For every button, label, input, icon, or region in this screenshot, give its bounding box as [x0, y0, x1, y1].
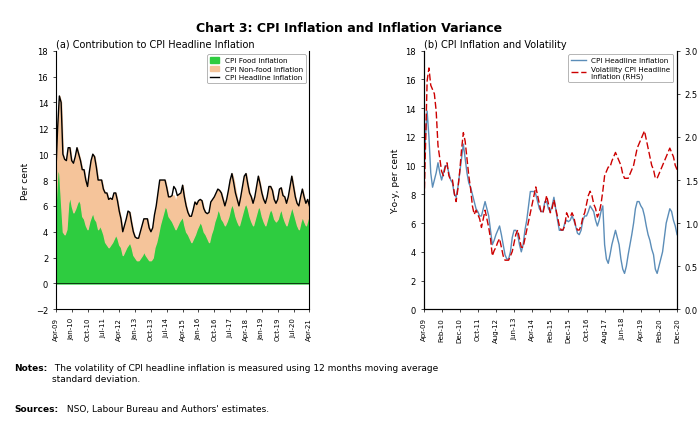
Text: The volatility of CPI headline inflation is measured using 12 months moving aver: The volatility of CPI headline inflation…: [52, 363, 438, 383]
Legend: CPI Headline Inflation, Volatility CPI Headline
Inflation (RHS): CPI Headline Inflation, Volatility CPI H…: [568, 55, 674, 83]
Text: (a) Contribution to CPI Headline Inflation: (a) Contribution to CPI Headline Inflati…: [56, 40, 255, 49]
Text: Sources:: Sources:: [14, 404, 58, 413]
Text: (b) CPI Inflation and Volatility: (b) CPI Inflation and Volatility: [424, 40, 566, 49]
Legend: CPI Food Inflation, CPI Non-food Inflation, CPI Headline Inflation: CPI Food Inflation, CPI Non-food Inflati…: [207, 55, 306, 84]
Y-axis label: Y-o-y, per cent: Y-o-y, per cent: [391, 148, 400, 213]
Text: NSO, Labour Bureau and Authors' estimates.: NSO, Labour Bureau and Authors' estimate…: [64, 404, 269, 413]
Y-axis label: Per cent: Per cent: [22, 162, 31, 199]
Text: Chart 3: CPI Inflation and Inflation Variance: Chart 3: CPI Inflation and Inflation Var…: [196, 22, 502, 34]
Text: Notes:: Notes:: [14, 363, 47, 372]
